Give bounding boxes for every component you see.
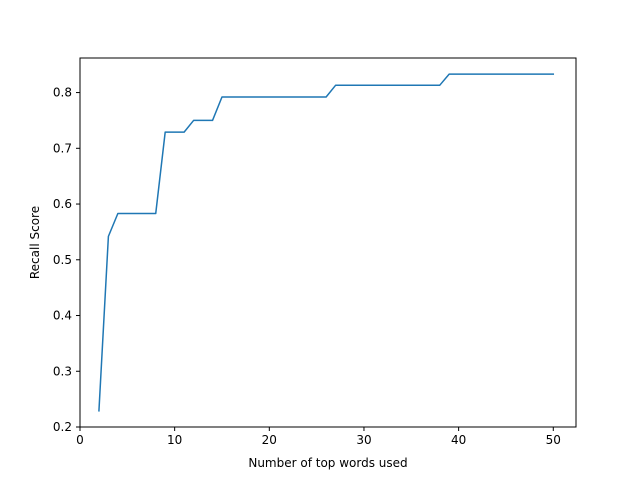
x-tick-label: 10 [167,433,182,447]
x-axis-label: Number of top words used [248,456,407,470]
x-tick-label: 30 [356,433,371,447]
y-tick-label: 0.5 [53,253,72,267]
y-tick-label: 0.8 [53,86,72,100]
y-tick-label: 0.6 [53,197,72,211]
x-tick-label: 40 [451,433,466,447]
x-tick-label: 50 [546,433,561,447]
y-tick-label: 0.2 [53,420,72,434]
x-tick-label: 20 [262,433,277,447]
series-layer [99,74,553,411]
y-tick-label: 0.4 [53,309,72,323]
y-tick-label: 0.3 [53,364,72,378]
y-tick-label: 0.7 [53,141,72,155]
y-axis-label: Recall Score [28,206,42,279]
axes-frame [80,58,576,427]
ticks-layer: 0 10 20 30 40 50 0.2 0.3 0.4 0.5 0.6 0.7 0.8 [53,86,561,447]
series-line [99,74,553,411]
x-tick-label: 0 [76,433,84,447]
